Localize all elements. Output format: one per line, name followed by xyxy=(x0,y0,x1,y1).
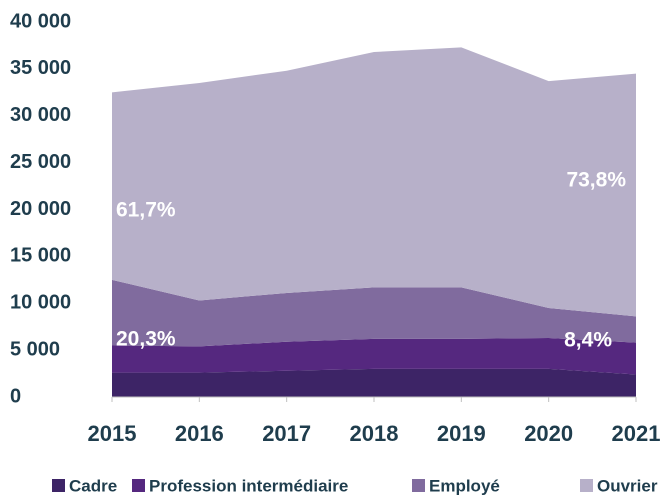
y-tick-label: 30 000 xyxy=(10,104,71,126)
x-tick-label: 2018 xyxy=(350,421,399,446)
y-tick-label: 0 xyxy=(10,385,21,407)
x-tick-label: 2016 xyxy=(175,421,224,446)
x-tick-label: 2017 xyxy=(262,421,311,446)
area xyxy=(112,47,636,317)
area xyxy=(112,368,636,397)
legend-label: Ouvrier xyxy=(597,476,658,495)
annotation: 73,8% xyxy=(566,169,626,192)
legend-label: Employé xyxy=(429,476,500,495)
annotation: 8,4% xyxy=(564,329,612,352)
area xyxy=(112,279,636,347)
legend-swatch xyxy=(132,479,145,492)
y-tick-label: 35 000 xyxy=(10,57,71,79)
legend: Cadre Profession intermédiaire Employé Ouvr… xyxy=(52,476,658,495)
x-tick-label: 2021 xyxy=(612,421,661,446)
y-tick-label: 40 000 xyxy=(10,10,71,32)
legend-label: Profession intermédiaire xyxy=(149,476,348,495)
y-tick-label: 15 000 xyxy=(10,245,71,267)
legend-swatch xyxy=(580,479,593,492)
area xyxy=(112,337,636,375)
annotation: 20,3% xyxy=(116,328,176,351)
y-tick-label: 10 000 xyxy=(10,292,71,314)
y-tick-label: 5 000 xyxy=(10,338,60,360)
x-tick-label: 2020 xyxy=(524,421,573,446)
legend-label: Cadre xyxy=(69,476,117,495)
y-tick-label: 20 000 xyxy=(10,198,71,220)
x-tick-label: 2019 xyxy=(437,421,486,446)
annotation: 61,7% xyxy=(116,199,176,222)
x-tick-label: 2015 xyxy=(88,421,137,446)
legend-swatch xyxy=(52,479,65,492)
y-tick-label: 25 000 xyxy=(10,151,71,173)
legend-swatch xyxy=(412,479,425,492)
